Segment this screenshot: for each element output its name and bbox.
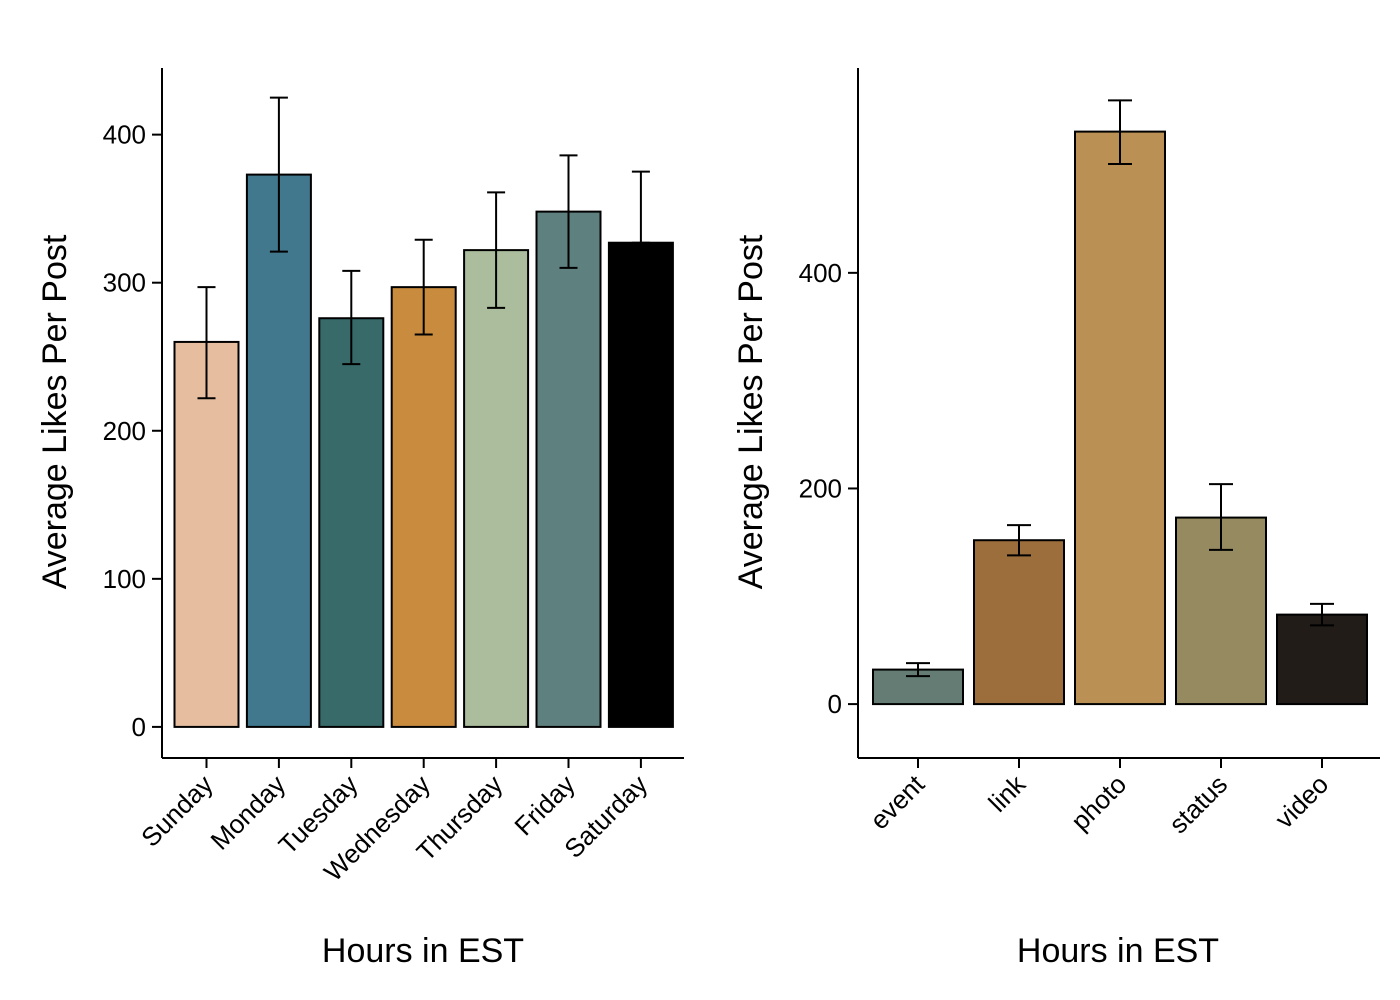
- left-bar-sunday: [173, 340, 240, 728]
- right-y-tick-label: 0: [828, 689, 842, 719]
- left-bar-wednesday: [390, 286, 457, 728]
- left-panel-likes-by-day: Hours in EST Average Likes Per Post 0 100…: [36, 68, 684, 970]
- right-x-tick-label-status: status: [1163, 769, 1233, 839]
- left-bar-saturday: [607, 241, 674, 728]
- left-bar-tuesday: [318, 317, 385, 728]
- left-x-tick-label-sunday: Sunday: [135, 769, 219, 853]
- right-x-tick-label-video: video: [1269, 769, 1334, 834]
- left-bar-thursday: [463, 249, 530, 728]
- right-bar-photo: [1074, 130, 1166, 706]
- left-bar-friday: [535, 210, 602, 728]
- right-y-axis-title: Average Likes Per Post: [732, 234, 770, 589]
- right-bar-link: [973, 539, 1065, 706]
- right-x-axis-title: Hours in EST: [1017, 932, 1219, 970]
- left-bar-monday: [245, 173, 312, 728]
- left-y-tick-label: 100: [103, 564, 146, 594]
- right-panel-likes-by-type: Hours in EST Average Likes Per Post 0 200…: [732, 68, 1380, 970]
- left-y-tick-label: 300: [103, 268, 146, 298]
- right-x-tick-label-event: event: [864, 768, 931, 835]
- left-y-tick-label: 400: [103, 120, 146, 150]
- right-x-tick-label-link: link: [982, 768, 1032, 818]
- left-y-axis-title: Average Likes Per Post: [36, 234, 74, 589]
- left-y-tick-label: 0: [132, 712, 146, 742]
- left-y-tick-label: 200: [103, 416, 146, 446]
- left-x-axis-title: Hours in EST: [322, 932, 524, 970]
- right-x-tick-label-photo: photo: [1065, 769, 1132, 836]
- right-y-tick-label: 200: [799, 473, 842, 503]
- right-bar-video: [1276, 613, 1368, 706]
- right-y-tick-label: 400: [799, 258, 842, 288]
